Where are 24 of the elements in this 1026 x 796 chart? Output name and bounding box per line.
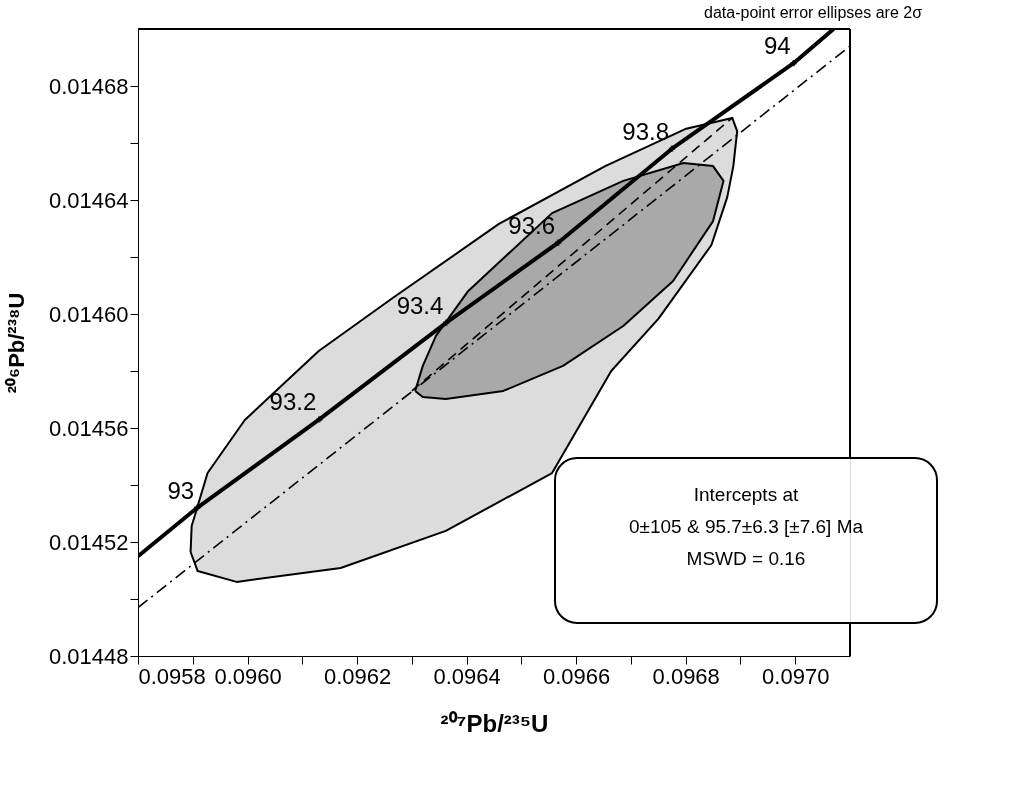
x-axis-title: ²⁰⁷Pb/²³⁵U (440, 709, 549, 737)
annotation: 93 (167, 476, 195, 504)
annotation: 0±105 & 95.7±6.3 [±7.6] Ma (628, 516, 864, 537)
y-tick-label: 0.01448 (48, 643, 129, 669)
annotation: 93.4 (396, 291, 444, 319)
text: data-point error ellipses are 2σ (704, 4, 923, 21)
annotation: 93.8 (622, 117, 669, 145)
y-tick-label: 0.01456 (48, 415, 129, 441)
y-tick-label: 0.01452 (48, 529, 129, 555)
annotation: 94 (763, 32, 791, 60)
x-tick-label: 0.0968 (652, 663, 720, 689)
y-tick-label: 0.01468 (48, 73, 129, 99)
x-tick-label: 0.0960 (214, 663, 282, 689)
x-tick-label: 0.0966 (543, 663, 611, 689)
x-tick-label: 0.0958 (138, 663, 206, 689)
x-tick-label: 0.0964 (433, 663, 501, 689)
annotation: 93.2 (269, 388, 317, 416)
y-axis-title: ²⁰⁶Pb/²³⁸U (3, 292, 29, 394)
x-tick-label: 0.0970 (762, 663, 830, 689)
x-tick-label: 0.0962 (323, 663, 392, 689)
y-tick-label: 0.01460 (48, 301, 129, 327)
y-tick-label: 0.01464 (48, 187, 129, 213)
annotation: Intercepts at (693, 484, 799, 505)
annotation: MSWD = 0.16 (686, 548, 806, 569)
